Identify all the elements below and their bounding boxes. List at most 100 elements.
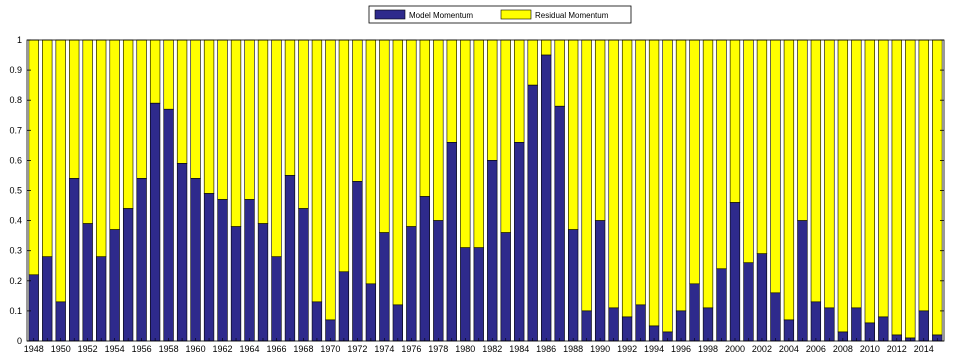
bar-residual-1954 <box>110 40 120 230</box>
bar-residual-1980 <box>460 40 470 248</box>
bar-residual-1958 <box>164 40 174 109</box>
bar-residual-1978 <box>433 40 443 221</box>
bar-residual-1997 <box>690 40 700 284</box>
y-tick-label: 0.2 <box>9 276 22 286</box>
bar-model-1984 <box>514 142 524 341</box>
bar-model-2001 <box>744 263 754 341</box>
bar-residual-1995 <box>663 40 673 332</box>
bar-model-1950 <box>56 302 66 341</box>
bar-residual-1950 <box>56 40 66 302</box>
bar-residual-1960 <box>191 40 201 178</box>
bar-residual-1992 <box>622 40 632 317</box>
bar-model-2003 <box>771 293 781 341</box>
x-tick-label-2004: 2004 <box>779 344 799 354</box>
bar-model-2004 <box>784 320 794 341</box>
bar-residual-1993 <box>636 40 646 305</box>
bars <box>29 40 942 341</box>
bar-residual-1966 <box>272 40 282 257</box>
bar-residual-2009 <box>851 40 861 308</box>
bar-model-1956 <box>137 178 147 341</box>
bar-residual-1959 <box>177 40 187 163</box>
bar-residual-1968 <box>299 40 309 209</box>
bar-model-1961 <box>204 194 214 341</box>
bar-model-1964 <box>245 200 255 341</box>
bar-residual-2014 <box>919 40 929 311</box>
bar-model-1973 <box>366 284 376 341</box>
bar-model-1996 <box>676 311 686 341</box>
bar-model-1986 <box>541 55 551 341</box>
bar-model-1978 <box>433 221 443 341</box>
bar-residual-2013 <box>905 40 915 338</box>
bar-model-1955 <box>123 209 133 341</box>
bar-model-2002 <box>757 254 767 341</box>
x-tick-label-2012: 2012 <box>887 344 907 354</box>
y-tick-label: 0.3 <box>9 246 22 256</box>
bar-residual-1976 <box>406 40 416 227</box>
bar-residual-1956 <box>137 40 147 178</box>
bar-model-1958 <box>164 109 174 341</box>
x-tick-label-1960: 1960 <box>186 344 206 354</box>
y-tick-label: 0.7 <box>9 125 22 135</box>
bar-model-1980 <box>460 248 470 341</box>
bar-residual-1998 <box>703 40 713 308</box>
bar-residual-2010 <box>865 40 875 323</box>
bar-model-1988 <box>568 230 578 341</box>
bar-residual-1969 <box>312 40 322 302</box>
bar-model-1985 <box>528 85 538 341</box>
x-tick-label-1996: 1996 <box>671 344 691 354</box>
bar-model-1971 <box>339 272 349 341</box>
y-tick-label: 1 <box>17 35 22 45</box>
bar-residual-1981 <box>474 40 484 248</box>
bar-model-2011 <box>878 317 888 341</box>
bar-model-1998 <box>703 308 713 341</box>
bar-model-1976 <box>406 227 416 341</box>
x-tick-label-1952: 1952 <box>78 344 98 354</box>
bar-residual-1970 <box>326 40 336 320</box>
bar-residual-1982 <box>487 40 497 160</box>
bar-model-1954 <box>110 230 120 341</box>
bar-model-1966 <box>272 257 282 341</box>
bar-residual-1957 <box>150 40 160 103</box>
x-tick-label-1992: 1992 <box>617 344 637 354</box>
bar-residual-1952 <box>83 40 93 224</box>
bar-residual-1987 <box>555 40 565 106</box>
legend-swatch-model-momentum <box>375 10 405 19</box>
bar-residual-2012 <box>892 40 902 335</box>
bar-residual-1951 <box>69 40 79 178</box>
x-tick-label-1990: 1990 <box>590 344 610 354</box>
bar-residual-1983 <box>501 40 511 233</box>
y-tick-label: 0.6 <box>9 155 22 165</box>
bar-model-2009 <box>851 308 861 341</box>
bar-residual-1990 <box>595 40 605 221</box>
bar-residual-1984 <box>514 40 524 142</box>
bar-model-1982 <box>487 160 497 341</box>
bar-residual-2005 <box>798 40 808 221</box>
bar-model-2005 <box>798 221 808 341</box>
bar-residual-1949 <box>42 40 52 257</box>
x-tick-label-1988: 1988 <box>563 344 583 354</box>
bar-residual-1996 <box>676 40 686 311</box>
legend-swatch-residual-momentum <box>501 10 531 19</box>
bar-model-1967 <box>285 175 295 341</box>
x-tick-label-1986: 1986 <box>536 344 556 354</box>
legend-label-residual-momentum: Residual Momentum <box>535 11 609 20</box>
x-tick-label-1968: 1968 <box>293 344 313 354</box>
bar-model-1965 <box>258 224 268 341</box>
bar-residual-1963 <box>231 40 241 227</box>
bar-model-1979 <box>447 142 457 341</box>
x-tick-label-2000: 2000 <box>725 344 745 354</box>
bar-residual-1961 <box>204 40 214 194</box>
bar-model-1983 <box>501 233 511 341</box>
bar-model-1975 <box>393 305 403 341</box>
bar-model-1948 <box>29 275 39 341</box>
x-tick-label-1976: 1976 <box>401 344 421 354</box>
bar-residual-1965 <box>258 40 268 224</box>
bar-residual-2011 <box>878 40 888 317</box>
y-tick-label: 0.1 <box>9 306 22 316</box>
bar-model-1972 <box>353 181 363 341</box>
bar-residual-1985 <box>528 40 538 85</box>
x-tick-label-1956: 1956 <box>132 344 152 354</box>
bar-residual-1974 <box>380 40 390 233</box>
x-tick-label-2002: 2002 <box>752 344 772 354</box>
